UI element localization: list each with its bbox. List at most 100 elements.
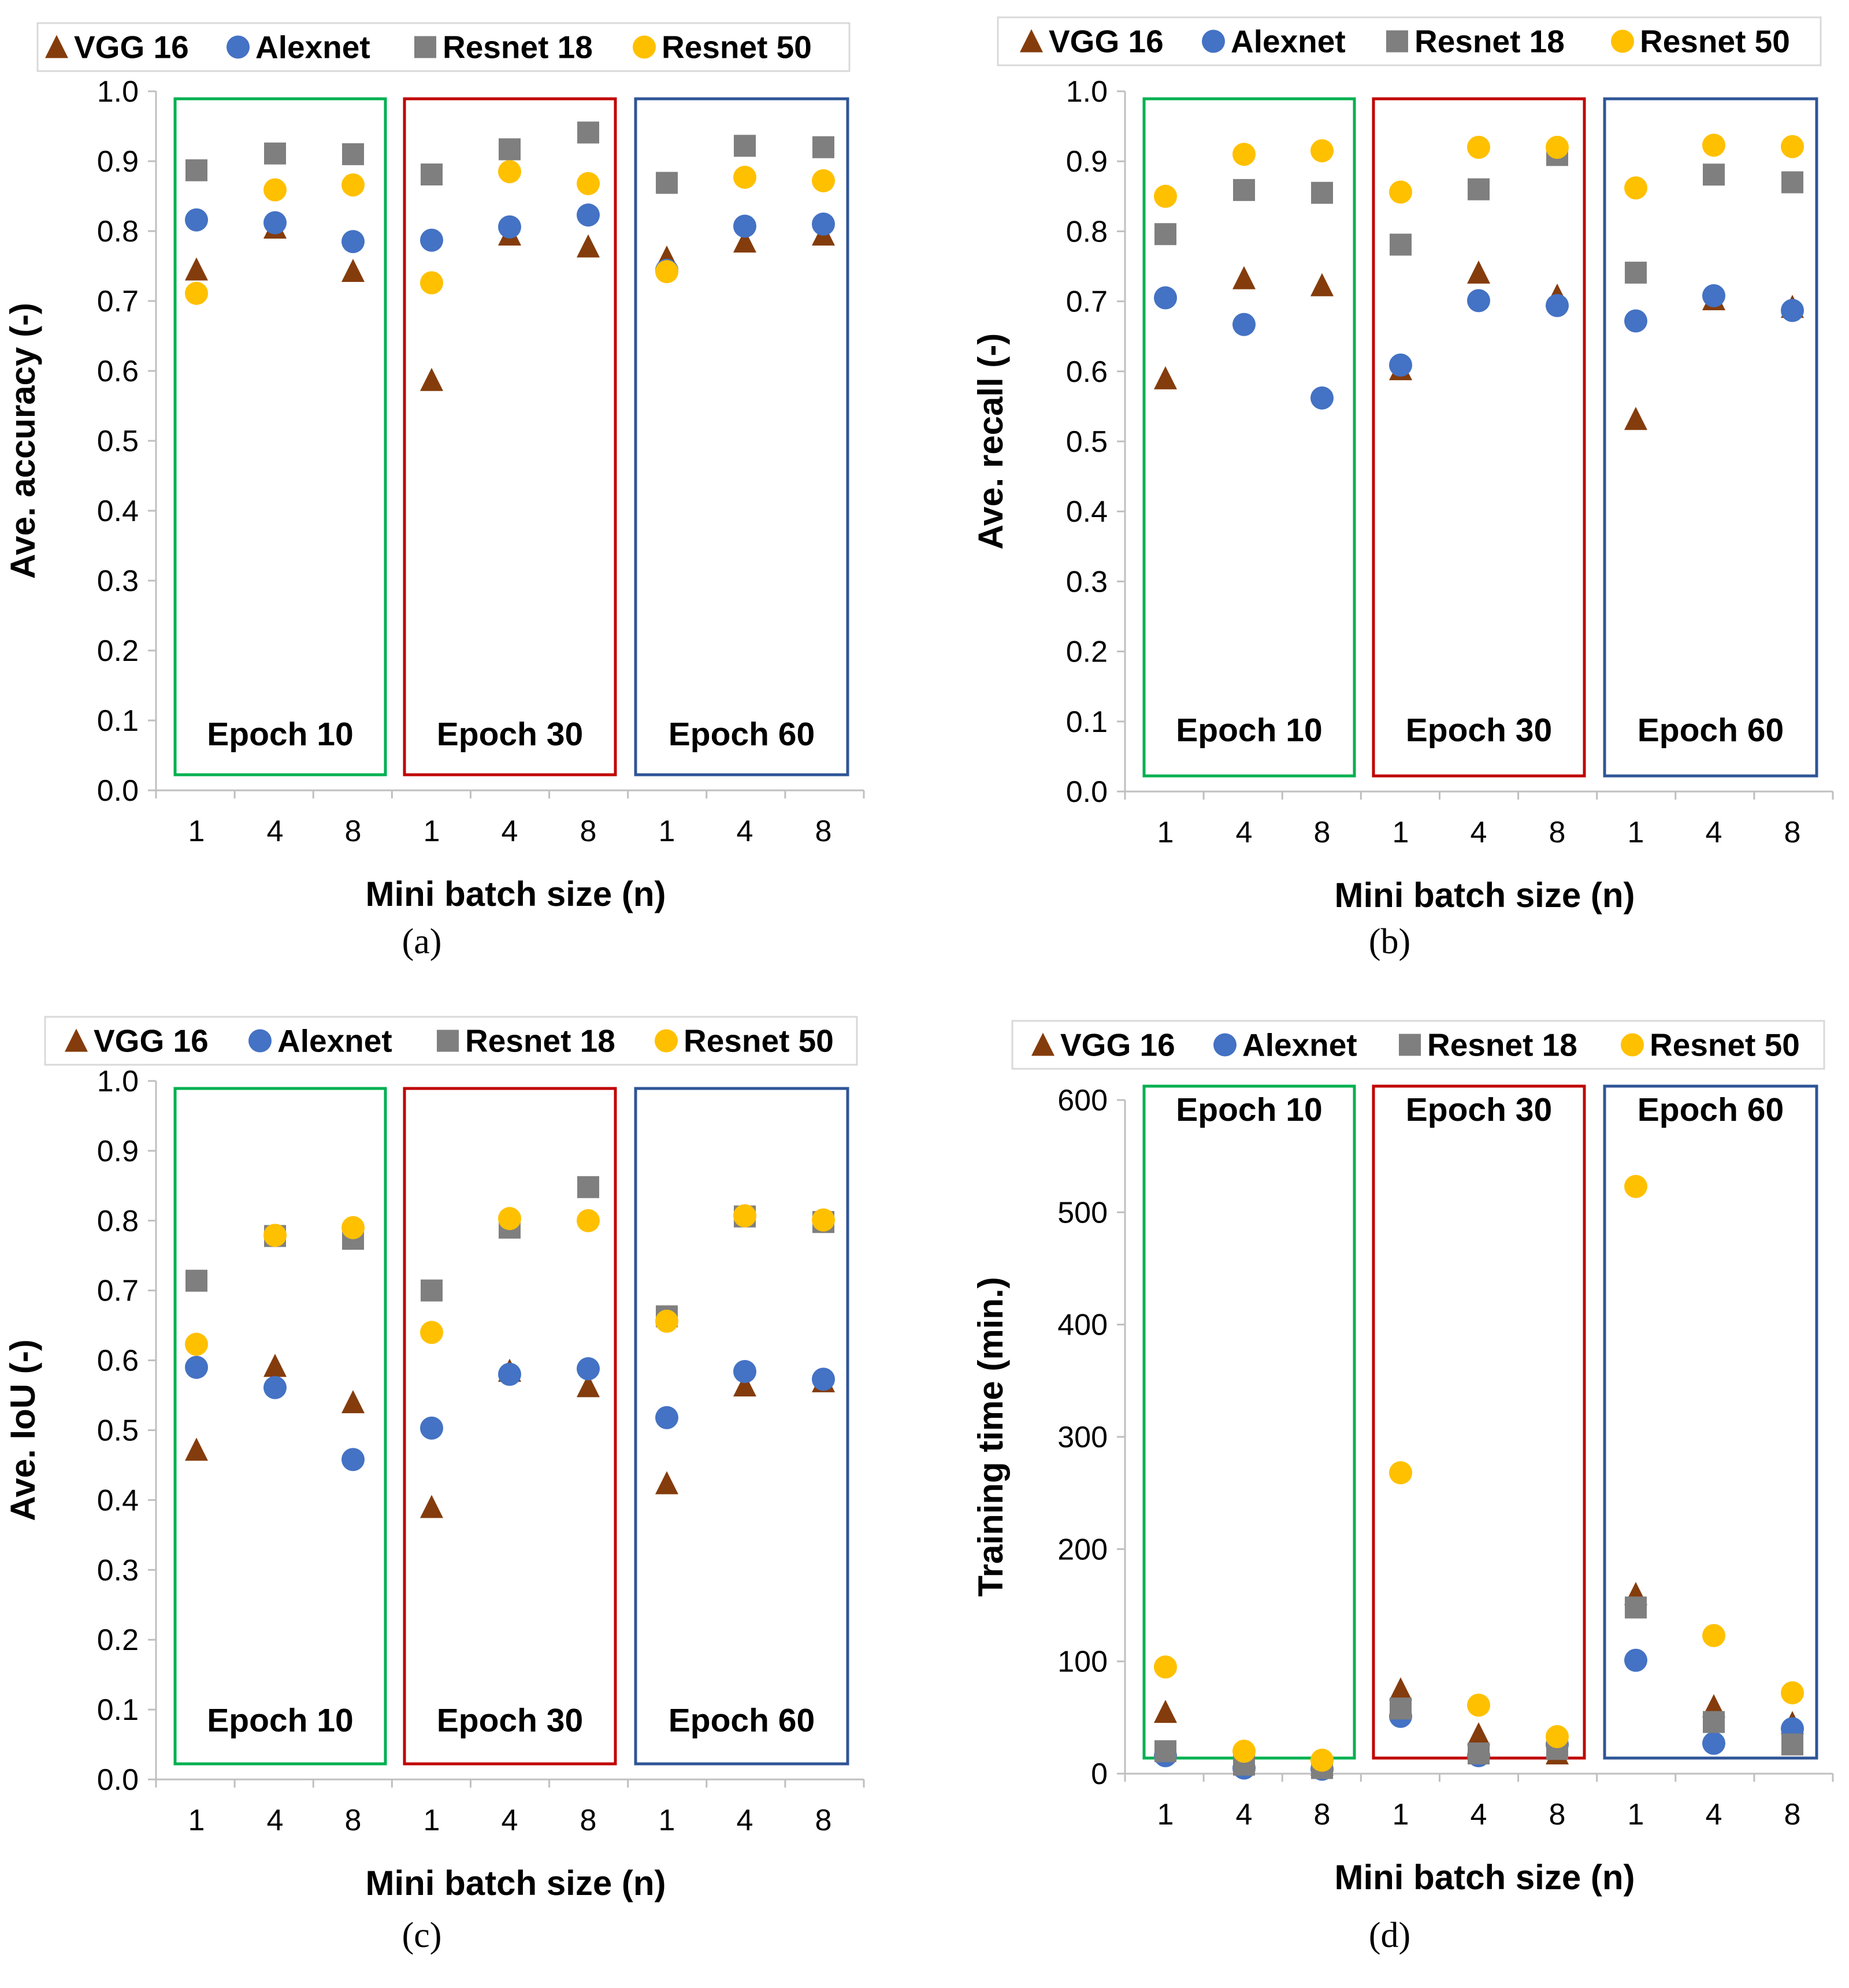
- data-point-resnet18: [185, 159, 207, 181]
- legend-marker-resnet50: [1611, 29, 1634, 53]
- data-point-resnet18: [1781, 1733, 1803, 1756]
- y-tick-label: 0.0: [97, 774, 139, 808]
- y-tick-label: 0.4: [97, 495, 139, 528]
- data-point-alexnet: [1781, 299, 1804, 322]
- x-tick-label: 1: [1393, 1798, 1409, 1831]
- data-point-resnet18: [734, 135, 756, 157]
- y-tick-label: 1.0: [97, 75, 139, 109]
- data-point-vgg16: [185, 1437, 208, 1461]
- epoch-box-1: [173, 97, 387, 776]
- data-point-vgg16: [655, 1471, 678, 1495]
- x-tick-label: 1: [188, 815, 205, 848]
- chart-panel-2: VGG 16 Alexnet Resnet 18 Resnet 50 0.0 0.1 0.2…: [971, 16, 1834, 961]
- y-axis-title: Training time (min.): [971, 1277, 1010, 1596]
- legend-marker-resnet18: [414, 36, 436, 58]
- epoch-box-1: [173, 1087, 387, 1766]
- epoch-label: Epoch 60: [1638, 1091, 1784, 1128]
- data-point-alexnet: [1702, 284, 1725, 307]
- data-point-alexnet: [812, 212, 835, 236]
- legend-marker-alexnet: [1202, 29, 1225, 53]
- legend-label-vgg16: VGG 16: [94, 1023, 209, 1059]
- data-point-resnet18: [342, 143, 364, 165]
- legend-box: [36, 22, 851, 72]
- chart-panel-3: VGG 16 Alexnet Resnet 18 Resnet 50 0.0 0.1 0.2…: [3, 1016, 865, 1955]
- data-point-alexnet: [1624, 1648, 1647, 1672]
- panel-label: (c): [402, 1916, 442, 1955]
- x-tick-label: 4: [1236, 1798, 1253, 1831]
- y-tick-label: 1.0: [97, 1065, 139, 1098]
- x-tick-label: 1: [1157, 816, 1174, 849]
- epoch-box-3: [634, 97, 849, 776]
- data-point-alexnet: [263, 1376, 287, 1399]
- data-point-alexnet: [1310, 386, 1334, 410]
- x-tick-label: 8: [1784, 1798, 1801, 1831]
- y-tick-label: 600: [1057, 1084, 1108, 1117]
- data-point-alexnet: [498, 215, 521, 239]
- x-tick-label: 8: [580, 1804, 597, 1837]
- epoch-box-1: [1142, 97, 1356, 778]
- data-point-alexnet: [1154, 286, 1177, 310]
- data-point-resnet50: [812, 1208, 835, 1232]
- legend-label-vgg16: VGG 16: [1049, 24, 1164, 60]
- epoch-label: Epoch 30: [1406, 1091, 1552, 1128]
- data-point-alexnet: [341, 230, 365, 254]
- legend-label-resnet50: Resnet 50: [662, 29, 812, 65]
- legend-label-resnet50: Resnet 50: [1640, 24, 1790, 60]
- epoch-label: Epoch 10: [1176, 1091, 1322, 1128]
- legend-marker-vgg16: [1031, 1032, 1055, 1056]
- legend-label-alexnet: Alexnet: [1231, 24, 1346, 60]
- data-point-vgg16: [577, 1374, 600, 1398]
- epoch-label: Epoch 30: [437, 716, 583, 753]
- data-point-alexnet: [1624, 309, 1647, 333]
- data-point-resnet50: [733, 165, 756, 189]
- x-tick-label: 4: [502, 815, 518, 848]
- x-tick-label: 4: [1706, 816, 1722, 849]
- chart-panel-4: VGG 16 Alexnet Resnet 18 Resnet 50 0 100 200 30…: [971, 1020, 1834, 1955]
- legend-label-alexnet: Alexnet: [1242, 1027, 1357, 1063]
- epoch-label: Epoch 30: [1406, 712, 1552, 749]
- y-axis-title: Ave. recall (-): [971, 333, 1010, 550]
- data-point-resnet50: [1310, 1748, 1334, 1772]
- epoch-label: Epoch 10: [207, 1702, 353, 1739]
- y-tick-label: 0.9: [97, 1135, 139, 1168]
- data-point-resnet50: [263, 178, 287, 202]
- epoch-box-2: [403, 1087, 617, 1766]
- x-tick-label: 4: [267, 815, 284, 848]
- legend-label-vgg16: VGG 16: [1060, 1027, 1175, 1063]
- x-tick-label: 1: [1393, 816, 1409, 849]
- data-point-alexnet: [812, 1368, 835, 1391]
- y-tick-label: 0.6: [97, 355, 139, 388]
- epoch-box-2: [1372, 97, 1586, 778]
- x-tick-label: 8: [1314, 816, 1331, 849]
- y-tick-label: 0.5: [97, 425, 139, 458]
- y-tick-label: 0.0: [97, 1763, 139, 1797]
- x-tick-label: 8: [1549, 1798, 1566, 1831]
- legend-label-resnet18: Resnet 18: [443, 29, 593, 65]
- data-point-alexnet: [263, 211, 287, 235]
- y-tick-label: 0.8: [97, 1205, 139, 1238]
- data-point-vgg16: [1154, 1700, 1177, 1723]
- y-tick-label: 0.2: [1066, 636, 1108, 669]
- y-tick-label: 300: [1057, 1421, 1108, 1454]
- y-tick-label: 0.3: [1066, 565, 1108, 599]
- x-tick-label: 1: [1628, 1798, 1644, 1831]
- data-point-resnet50: [577, 1209, 600, 1232]
- data-point-resnet50: [1154, 1655, 1177, 1679]
- x-tick-label: 8: [345, 815, 362, 848]
- data-point-resnet18: [656, 172, 678, 194]
- y-tick-label: 0.4: [97, 1484, 139, 1517]
- y-axis-title: Ave. accuracy (-): [3, 303, 42, 579]
- data-point-vgg16: [1310, 273, 1334, 296]
- y-tick-label: 0.1: [97, 704, 139, 738]
- legend-marker-alexnet: [248, 1029, 272, 1053]
- epoch-label: Epoch 60: [1638, 712, 1784, 749]
- epoch-label: Epoch 60: [669, 1702, 815, 1739]
- data-point-vgg16: [1232, 266, 1256, 289]
- data-point-alexnet: [733, 214, 756, 238]
- y-tick-label: 0.1: [97, 1693, 139, 1727]
- x-tick-label: 8: [1314, 1798, 1331, 1831]
- data-point-resnet18: [577, 121, 599, 144]
- legend-label-resnet18: Resnet 18: [1414, 24, 1565, 60]
- y-tick-label: 0.9: [97, 145, 139, 179]
